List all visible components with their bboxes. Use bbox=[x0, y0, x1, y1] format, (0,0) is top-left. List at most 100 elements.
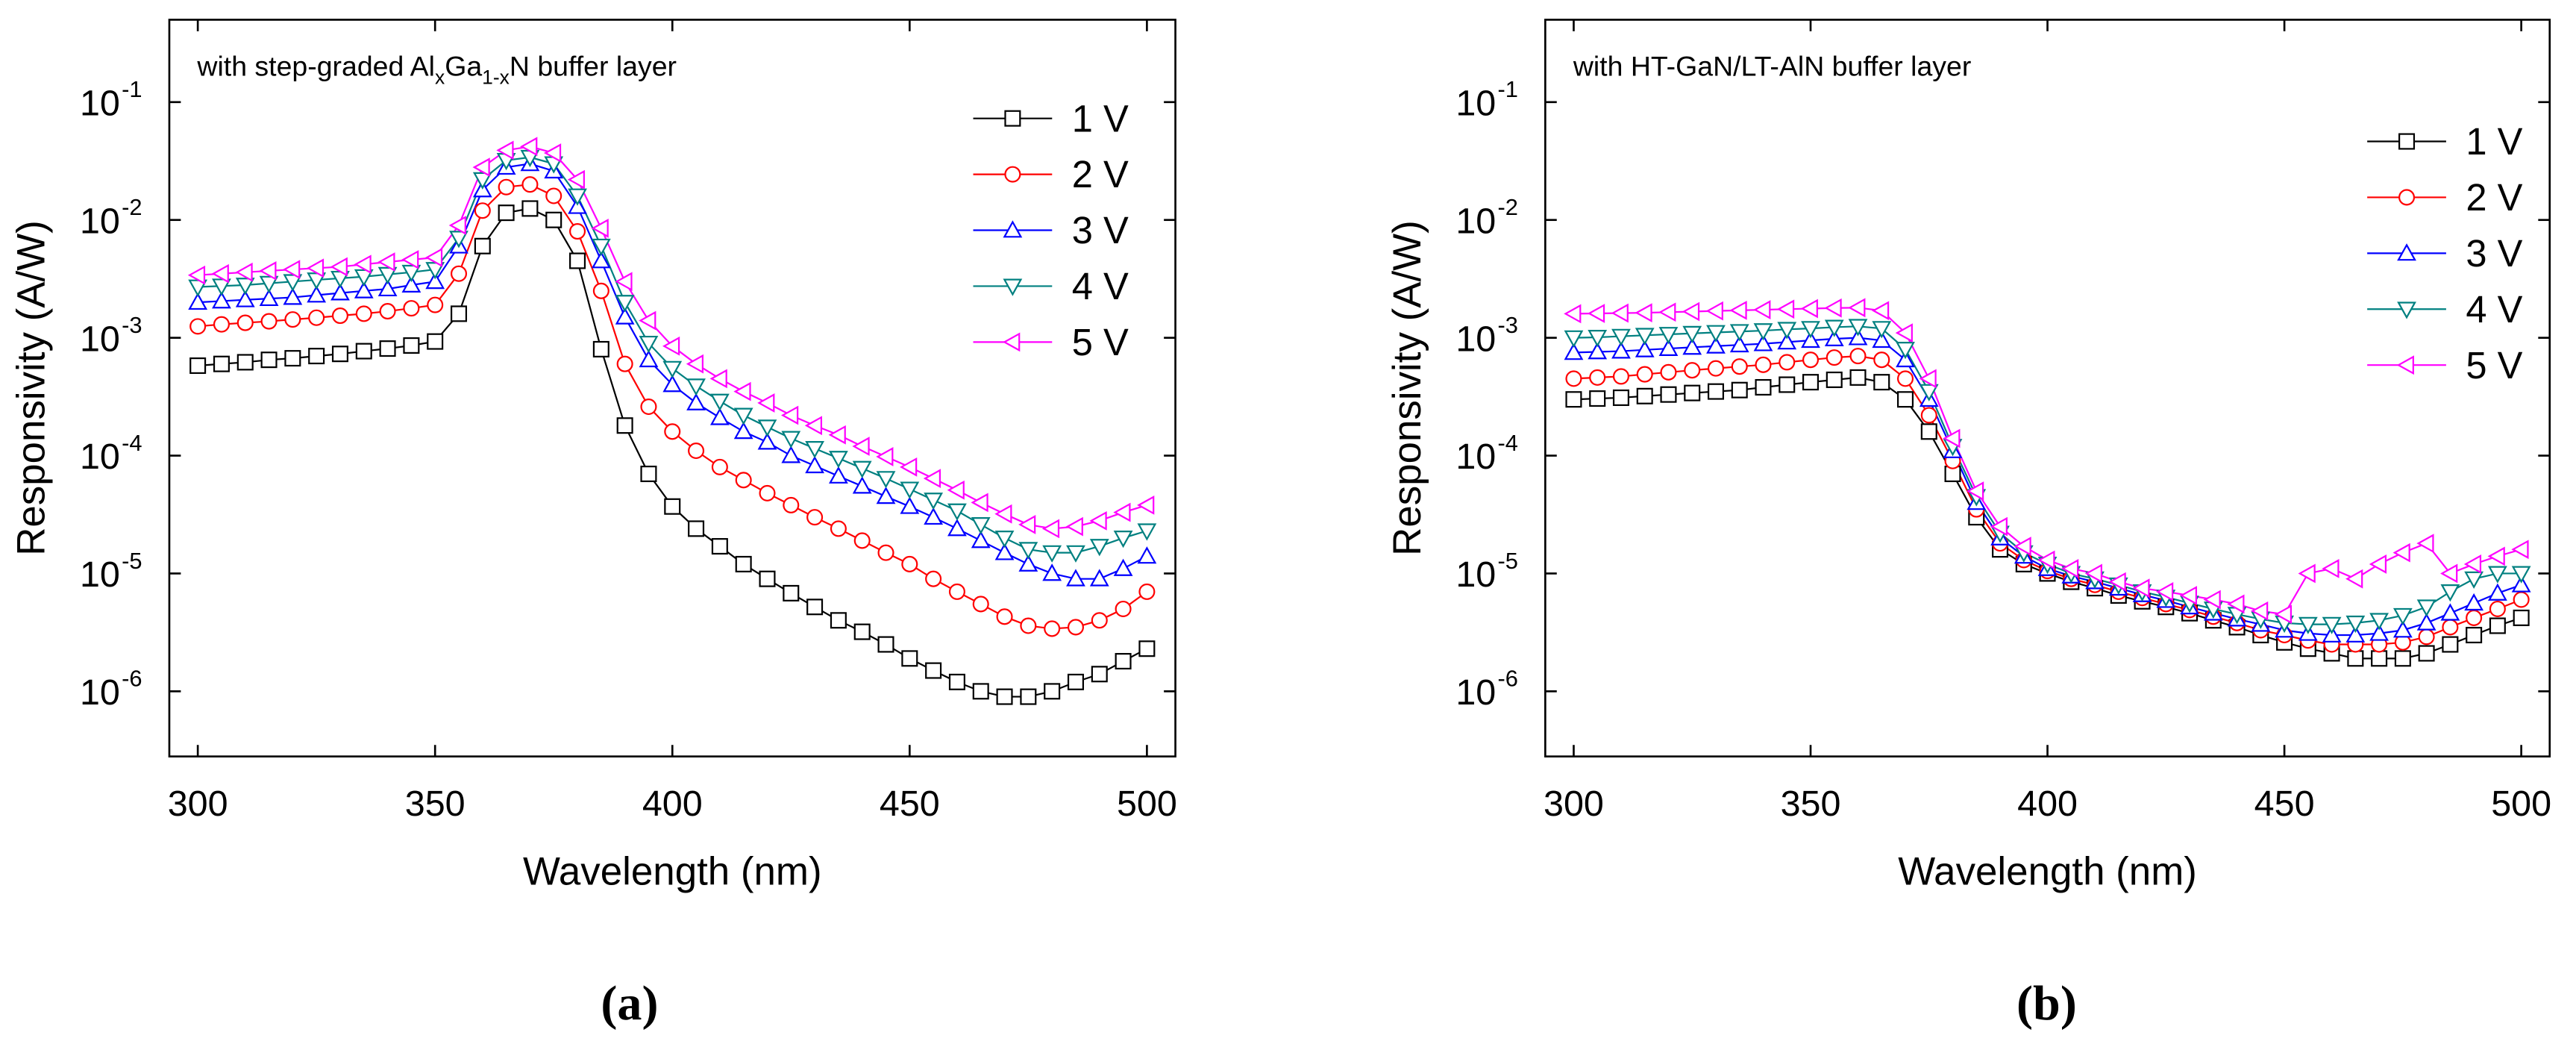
marker bbox=[2298, 616, 2318, 634]
y-tick-label: 10 bbox=[1455, 83, 1496, 123]
y-tick-base: 10 bbox=[80, 672, 120, 713]
marker bbox=[1658, 327, 1679, 345]
marker bbox=[498, 204, 515, 222]
y-tick-label: 10 bbox=[1455, 672, 1496, 713]
marker bbox=[2345, 625, 2366, 643]
marker bbox=[1872, 321, 1892, 339]
marker bbox=[829, 466, 848, 484]
marker bbox=[377, 252, 395, 272]
marker bbox=[994, 543, 1015, 560]
marker bbox=[852, 476, 872, 494]
marker bbox=[1776, 299, 1795, 319]
marker bbox=[1041, 519, 1060, 539]
marker bbox=[1635, 340, 1655, 357]
marker bbox=[1753, 323, 1773, 341]
y-tick-exponent: -3 bbox=[1497, 312, 1517, 338]
marker bbox=[2440, 563, 2458, 584]
marker bbox=[1660, 386, 1677, 403]
marker bbox=[354, 254, 372, 275]
marker bbox=[401, 275, 422, 293]
marker bbox=[521, 200, 539, 217]
marker bbox=[379, 303, 396, 320]
marker bbox=[876, 487, 896, 504]
marker bbox=[2369, 554, 2387, 574]
marker bbox=[308, 309, 325, 326]
marker bbox=[781, 431, 801, 449]
marker bbox=[1753, 334, 1773, 351]
y-tick-label: 10 bbox=[80, 437, 120, 477]
marker bbox=[971, 493, 988, 513]
marker bbox=[1564, 330, 1584, 348]
legend-label: 4 V bbox=[2466, 288, 2522, 331]
marker bbox=[1731, 358, 1748, 375]
marker bbox=[1113, 558, 1133, 576]
marker bbox=[1684, 362, 1701, 379]
legend-label: 3 V bbox=[2466, 232, 2522, 275]
marker bbox=[2037, 550, 2055, 570]
marker bbox=[1611, 303, 1629, 323]
marker bbox=[709, 393, 730, 411]
marker bbox=[2487, 583, 2507, 601]
marker bbox=[711, 458, 728, 475]
marker bbox=[852, 437, 870, 456]
marker bbox=[1138, 583, 1156, 600]
marker bbox=[1682, 301, 1700, 322]
y-tick-base: 10 bbox=[1455, 83, 1496, 123]
marker bbox=[354, 281, 374, 299]
panel-label: (b) bbox=[2016, 976, 2077, 1031]
y-tick-exponent: -2 bbox=[122, 194, 142, 220]
y-tick-label: 10 bbox=[80, 554, 120, 595]
x-tick-label: 400 bbox=[2017, 784, 2078, 824]
x-tick-label: 500 bbox=[1117, 784, 1177, 824]
marker bbox=[1612, 389, 1629, 406]
marker bbox=[2227, 594, 2245, 614]
marker bbox=[994, 530, 1015, 549]
legend-marker bbox=[2397, 243, 2416, 261]
marker bbox=[757, 393, 775, 413]
marker bbox=[1589, 390, 1606, 407]
y-tick-base: 10 bbox=[80, 201, 120, 241]
annotation: with step-graded AlxGa1-xN buffer layer bbox=[196, 50, 677, 88]
marker bbox=[1115, 653, 1132, 670]
y-tick-label: 10 bbox=[80, 319, 120, 359]
marker bbox=[1967, 481, 1984, 501]
marker bbox=[1729, 334, 1749, 353]
marker bbox=[2487, 566, 2507, 584]
marker bbox=[212, 278, 231, 296]
marker bbox=[308, 348, 325, 365]
marker bbox=[830, 612, 847, 629]
marker bbox=[2513, 591, 2530, 608]
marker bbox=[1705, 301, 1723, 321]
marker bbox=[1920, 423, 1937, 440]
marker bbox=[591, 218, 609, 238]
marker bbox=[948, 673, 965, 690]
marker bbox=[401, 264, 422, 283]
marker bbox=[639, 349, 659, 368]
legend-marker bbox=[1003, 332, 1021, 352]
marker bbox=[545, 211, 562, 228]
marker bbox=[1824, 319, 1844, 337]
marker bbox=[925, 662, 942, 679]
marker bbox=[1919, 384, 1939, 401]
marker bbox=[189, 318, 207, 335]
annotation-text: with HT-GaN/LT-AlN buffer layer bbox=[1573, 50, 1972, 81]
annotation-text: with step-graded Al bbox=[196, 50, 435, 81]
legend-label: 3 V bbox=[1072, 209, 1129, 251]
marker bbox=[1115, 600, 1132, 618]
annotation-text: Ga bbox=[445, 50, 482, 81]
marker bbox=[424, 248, 443, 267]
y-tick-label: 10 bbox=[1455, 554, 1496, 595]
marker bbox=[853, 623, 871, 640]
marker bbox=[1020, 617, 1037, 634]
marker bbox=[2418, 628, 2435, 646]
marker bbox=[2440, 584, 2460, 602]
marker bbox=[472, 157, 490, 178]
y-tick-base: 10 bbox=[1455, 201, 1496, 241]
marker bbox=[735, 472, 752, 489]
marker bbox=[2369, 613, 2389, 631]
marker bbox=[688, 520, 705, 537]
marker bbox=[2513, 609, 2530, 626]
marker bbox=[996, 608, 1013, 625]
marker bbox=[1589, 369, 1606, 386]
marker bbox=[828, 425, 846, 445]
